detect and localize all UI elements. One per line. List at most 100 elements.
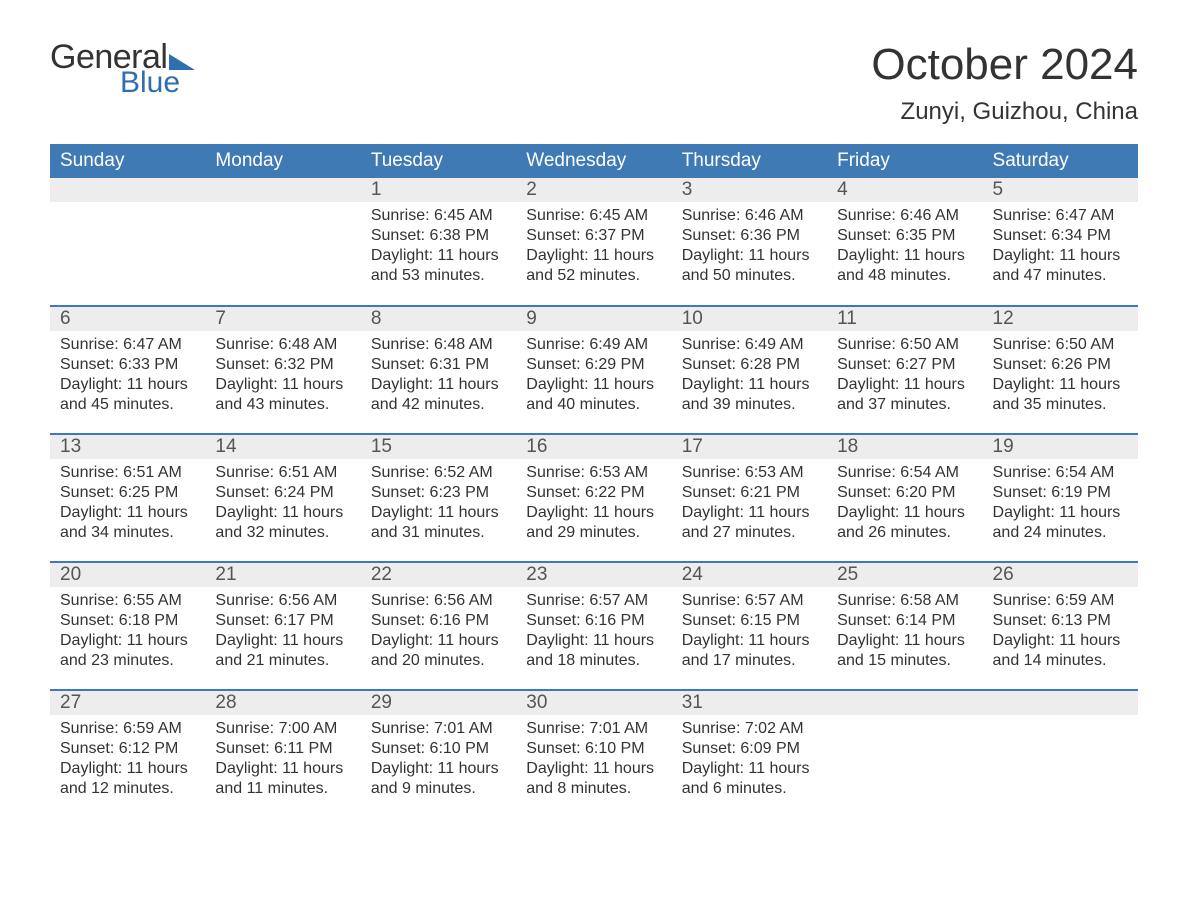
sunset-text: Sunset: 6:20 PM: [837, 483, 972, 503]
daylight-text: Daylight: 11 hours and 14 minutes.: [993, 631, 1128, 671]
day-number: 7: [205, 307, 360, 331]
calendar-cell: 24Sunrise: 6:57 AMSunset: 6:15 PMDayligh…: [672, 562, 827, 690]
day-details: Sunrise: 6:57 AMSunset: 6:16 PMDaylight:…: [516, 587, 671, 681]
calendar-cell: 28Sunrise: 7:00 AMSunset: 6:11 PMDayligh…: [205, 690, 360, 818]
weekday-header: Thursday: [672, 144, 827, 178]
day-details: Sunrise: 6:45 AMSunset: 6:38 PMDaylight:…: [361, 202, 516, 296]
day-number: 31: [672, 691, 827, 715]
sunset-text: Sunset: 6:38 PM: [371, 226, 506, 246]
sunset-text: Sunset: 6:19 PM: [993, 483, 1128, 503]
header: General Blue October 2024 Zunyi, Guizhou…: [50, 40, 1138, 126]
calendar-cell: 5Sunrise: 6:47 AMSunset: 6:34 PMDaylight…: [983, 178, 1138, 306]
day-details: Sunrise: 6:56 AMSunset: 6:16 PMDaylight:…: [361, 587, 516, 681]
calendar-cell: 19Sunrise: 6:54 AMSunset: 6:19 PMDayligh…: [983, 434, 1138, 562]
day-details: Sunrise: 6:46 AMSunset: 6:36 PMDaylight:…: [672, 202, 827, 296]
daylight-text: Daylight: 11 hours and 40 minutes.: [526, 375, 661, 415]
sunrise-text: Sunrise: 6:52 AM: [371, 463, 506, 483]
sunrise-text: Sunrise: 6:57 AM: [682, 591, 817, 611]
day-number: 18: [827, 435, 982, 459]
calendar-cell: 16Sunrise: 6:53 AMSunset: 6:22 PMDayligh…: [516, 434, 671, 562]
sunset-text: Sunset: 6:35 PM: [837, 226, 972, 246]
sunset-text: Sunset: 6:29 PM: [526, 355, 661, 375]
calendar-cell: 8Sunrise: 6:48 AMSunset: 6:31 PMDaylight…: [361, 306, 516, 434]
sunrise-text: Sunrise: 6:59 AM: [60, 719, 195, 739]
day-details: Sunrise: 6:54 AMSunset: 6:20 PMDaylight:…: [827, 459, 982, 553]
title-block: October 2024 Zunyi, Guizhou, China: [871, 40, 1138, 126]
day-details: Sunrise: 6:49 AMSunset: 6:29 PMDaylight:…: [516, 331, 671, 425]
calendar-cell: 13Sunrise: 6:51 AMSunset: 6:25 PMDayligh…: [50, 434, 205, 562]
sunset-text: Sunset: 6:16 PM: [526, 611, 661, 631]
sunrise-text: Sunrise: 6:47 AM: [60, 335, 195, 355]
logo-blue-text: Blue: [120, 68, 195, 98]
calendar-cell: 12Sunrise: 6:50 AMSunset: 6:26 PMDayligh…: [983, 306, 1138, 434]
day-details: [205, 202, 360, 216]
day-number: 3: [672, 178, 827, 202]
sunrise-text: Sunrise: 6:48 AM: [371, 335, 506, 355]
sunset-text: Sunset: 6:37 PM: [526, 226, 661, 246]
sunrise-text: Sunrise: 6:53 AM: [526, 463, 661, 483]
calendar-cell: 4Sunrise: 6:46 AMSunset: 6:35 PMDaylight…: [827, 178, 982, 306]
daylight-text: Daylight: 11 hours and 53 minutes.: [371, 246, 506, 286]
daylight-text: Daylight: 11 hours and 48 minutes.: [837, 246, 972, 286]
day-details: [983, 715, 1138, 729]
day-number: 23: [516, 563, 671, 587]
daylight-text: Daylight: 11 hours and 21 minutes.: [215, 631, 350, 671]
day-number: 28: [205, 691, 360, 715]
weekday-header: Wednesday: [516, 144, 671, 178]
calendar-week-row: 27Sunrise: 6:59 AMSunset: 6:12 PMDayligh…: [50, 690, 1138, 818]
day-number: 2: [516, 178, 671, 202]
day-number: 14: [205, 435, 360, 459]
sunrise-text: Sunrise: 6:48 AM: [215, 335, 350, 355]
daylight-text: Daylight: 11 hours and 31 minutes.: [371, 503, 506, 543]
sunset-text: Sunset: 6:28 PM: [682, 355, 817, 375]
sunset-text: Sunset: 6:11 PM: [215, 739, 350, 759]
day-number: [50, 178, 205, 202]
day-number: 9: [516, 307, 671, 331]
calendar-cell: 2Sunrise: 6:45 AMSunset: 6:37 PMDaylight…: [516, 178, 671, 306]
calendar-cell: 26Sunrise: 6:59 AMSunset: 6:13 PMDayligh…: [983, 562, 1138, 690]
sunset-text: Sunset: 6:13 PM: [993, 611, 1128, 631]
day-number: 27: [50, 691, 205, 715]
calendar-cell: 18Sunrise: 6:54 AMSunset: 6:20 PMDayligh…: [827, 434, 982, 562]
day-number: [205, 178, 360, 202]
weekday-header: Tuesday: [361, 144, 516, 178]
page-title: October 2024: [871, 40, 1138, 90]
day-number: 1: [361, 178, 516, 202]
sunrise-text: Sunrise: 6:59 AM: [993, 591, 1128, 611]
day-number: 30: [516, 691, 671, 715]
day-number: 24: [672, 563, 827, 587]
sunset-text: Sunset: 6:26 PM: [993, 355, 1128, 375]
sunset-text: Sunset: 6:10 PM: [526, 739, 661, 759]
sunrise-text: Sunrise: 6:50 AM: [837, 335, 972, 355]
sunset-text: Sunset: 6:18 PM: [60, 611, 195, 631]
sunrise-text: Sunrise: 6:54 AM: [837, 463, 972, 483]
daylight-text: Daylight: 11 hours and 11 minutes.: [215, 759, 350, 799]
sunrise-text: Sunrise: 7:02 AM: [682, 719, 817, 739]
sunset-text: Sunset: 6:27 PM: [837, 355, 972, 375]
sunset-text: Sunset: 6:15 PM: [682, 611, 817, 631]
calendar-body: 1Sunrise: 6:45 AMSunset: 6:38 PMDaylight…: [50, 178, 1138, 818]
day-details: Sunrise: 6:56 AMSunset: 6:17 PMDaylight:…: [205, 587, 360, 681]
calendar-cell: 17Sunrise: 6:53 AMSunset: 6:21 PMDayligh…: [672, 434, 827, 562]
daylight-text: Daylight: 11 hours and 37 minutes.: [837, 375, 972, 415]
sunrise-text: Sunrise: 6:56 AM: [215, 591, 350, 611]
sunrise-text: Sunrise: 7:01 AM: [371, 719, 506, 739]
day-details: Sunrise: 6:52 AMSunset: 6:23 PMDaylight:…: [361, 459, 516, 553]
daylight-text: Daylight: 11 hours and 6 minutes.: [682, 759, 817, 799]
daylight-text: Daylight: 11 hours and 39 minutes.: [682, 375, 817, 415]
day-details: Sunrise: 6:59 AMSunset: 6:12 PMDaylight:…: [50, 715, 205, 809]
day-details: Sunrise: 6:58 AMSunset: 6:14 PMDaylight:…: [827, 587, 982, 681]
sunrise-text: Sunrise: 6:47 AM: [993, 206, 1128, 226]
calendar-cell: 10Sunrise: 6:49 AMSunset: 6:28 PMDayligh…: [672, 306, 827, 434]
calendar-cell: 3Sunrise: 6:46 AMSunset: 6:36 PMDaylight…: [672, 178, 827, 306]
calendar-cell: 29Sunrise: 7:01 AMSunset: 6:10 PMDayligh…: [361, 690, 516, 818]
day-details: Sunrise: 6:59 AMSunset: 6:13 PMDaylight:…: [983, 587, 1138, 681]
calendar-table: Sunday Monday Tuesday Wednesday Thursday…: [50, 144, 1138, 818]
daylight-text: Daylight: 11 hours and 43 minutes.: [215, 375, 350, 415]
day-number: 6: [50, 307, 205, 331]
day-number: 16: [516, 435, 671, 459]
calendar-week-row: 1Sunrise: 6:45 AMSunset: 6:38 PMDaylight…: [50, 178, 1138, 306]
day-number: 21: [205, 563, 360, 587]
sunrise-text: Sunrise: 6:58 AM: [837, 591, 972, 611]
day-details: Sunrise: 7:02 AMSunset: 6:09 PMDaylight:…: [672, 715, 827, 809]
